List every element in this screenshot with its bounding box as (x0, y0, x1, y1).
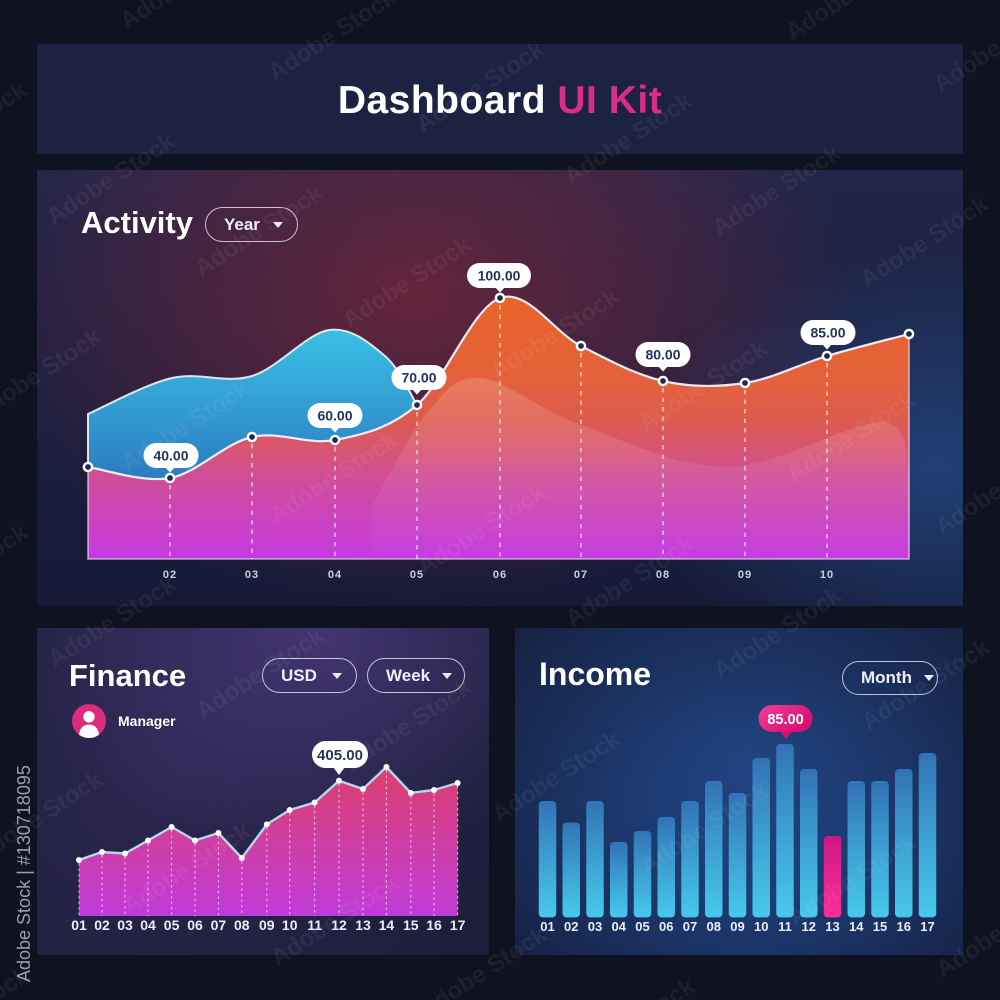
svg-text:10: 10 (282, 917, 298, 933)
svg-text:13: 13 (825, 919, 839, 934)
svg-text:17: 17 (920, 919, 934, 934)
svg-text:10: 10 (754, 919, 768, 934)
svg-text:04: 04 (612, 919, 627, 934)
svg-text:06: 06 (659, 919, 673, 934)
svg-text:11: 11 (778, 919, 792, 934)
svg-text:Adobe Stock: Adobe Stock (115, 0, 253, 35)
svg-text:05: 05 (164, 917, 180, 933)
svg-text:60.00: 60.00 (317, 408, 352, 424)
svg-text:08: 08 (656, 569, 670, 581)
svg-text:02: 02 (94, 917, 110, 933)
svg-text:07: 07 (683, 919, 697, 934)
svg-text:13: 13 (355, 917, 371, 933)
svg-text:85.00: 85.00 (810, 325, 845, 341)
svg-text:Adobe Stock | #130718095: Adobe Stock | #130718095 (14, 765, 34, 982)
svg-text:03: 03 (117, 917, 133, 933)
svg-text:04: 04 (140, 917, 156, 933)
svg-text:16: 16 (426, 917, 442, 933)
svg-text:01: 01 (540, 919, 554, 934)
svg-text:05: 05 (635, 919, 649, 934)
svg-text:17: 17 (450, 917, 466, 933)
svg-text:09: 09 (738, 569, 752, 581)
svg-text:08: 08 (234, 917, 250, 933)
svg-text:40.00: 40.00 (153, 448, 188, 464)
svg-text:Adobe Stock: Adobe Stock (781, 0, 919, 46)
svg-text:15: 15 (403, 917, 419, 933)
svg-text:06: 06 (493, 569, 507, 581)
svg-text:85.00: 85.00 (767, 712, 803, 728)
svg-text:15: 15 (873, 919, 887, 934)
svg-text:14: 14 (849, 919, 864, 934)
svg-text:03: 03 (588, 919, 602, 934)
svg-text:03: 03 (245, 569, 259, 581)
svg-text:08: 08 (707, 919, 721, 934)
svg-text:07: 07 (211, 917, 227, 933)
svg-text:10: 10 (820, 569, 834, 581)
svg-text:11: 11 (307, 917, 322, 933)
svg-text:09: 09 (259, 917, 275, 933)
svg-text:70.00: 70.00 (401, 370, 436, 386)
svg-text:16: 16 (897, 919, 911, 934)
svg-text:405.00: 405.00 (317, 747, 363, 764)
svg-text:Adobe Stock: Adobe Stock (562, 972, 700, 1000)
svg-text:100.00: 100.00 (478, 268, 521, 284)
svg-text:07: 07 (574, 569, 588, 581)
svg-text:01: 01 (71, 917, 87, 933)
svg-text:Adobe Stock: Adobe Stock (0, 961, 35, 1000)
svg-text:02: 02 (564, 919, 578, 934)
svg-text:06: 06 (187, 917, 203, 933)
svg-text:Adobe Stock: Adobe Stock (0, 76, 32, 179)
svg-text:09: 09 (730, 919, 744, 934)
svg-text:Adobe Stock: Adobe Stock (0, 518, 33, 621)
svg-text:02: 02 (163, 569, 177, 581)
svg-text:05: 05 (410, 569, 424, 581)
svg-text:04: 04 (328, 569, 342, 581)
svg-text:14: 14 (379, 917, 395, 933)
svg-text:12: 12 (331, 917, 347, 933)
svg-text:80.00: 80.00 (645, 347, 680, 363)
svg-text:12: 12 (802, 919, 816, 934)
